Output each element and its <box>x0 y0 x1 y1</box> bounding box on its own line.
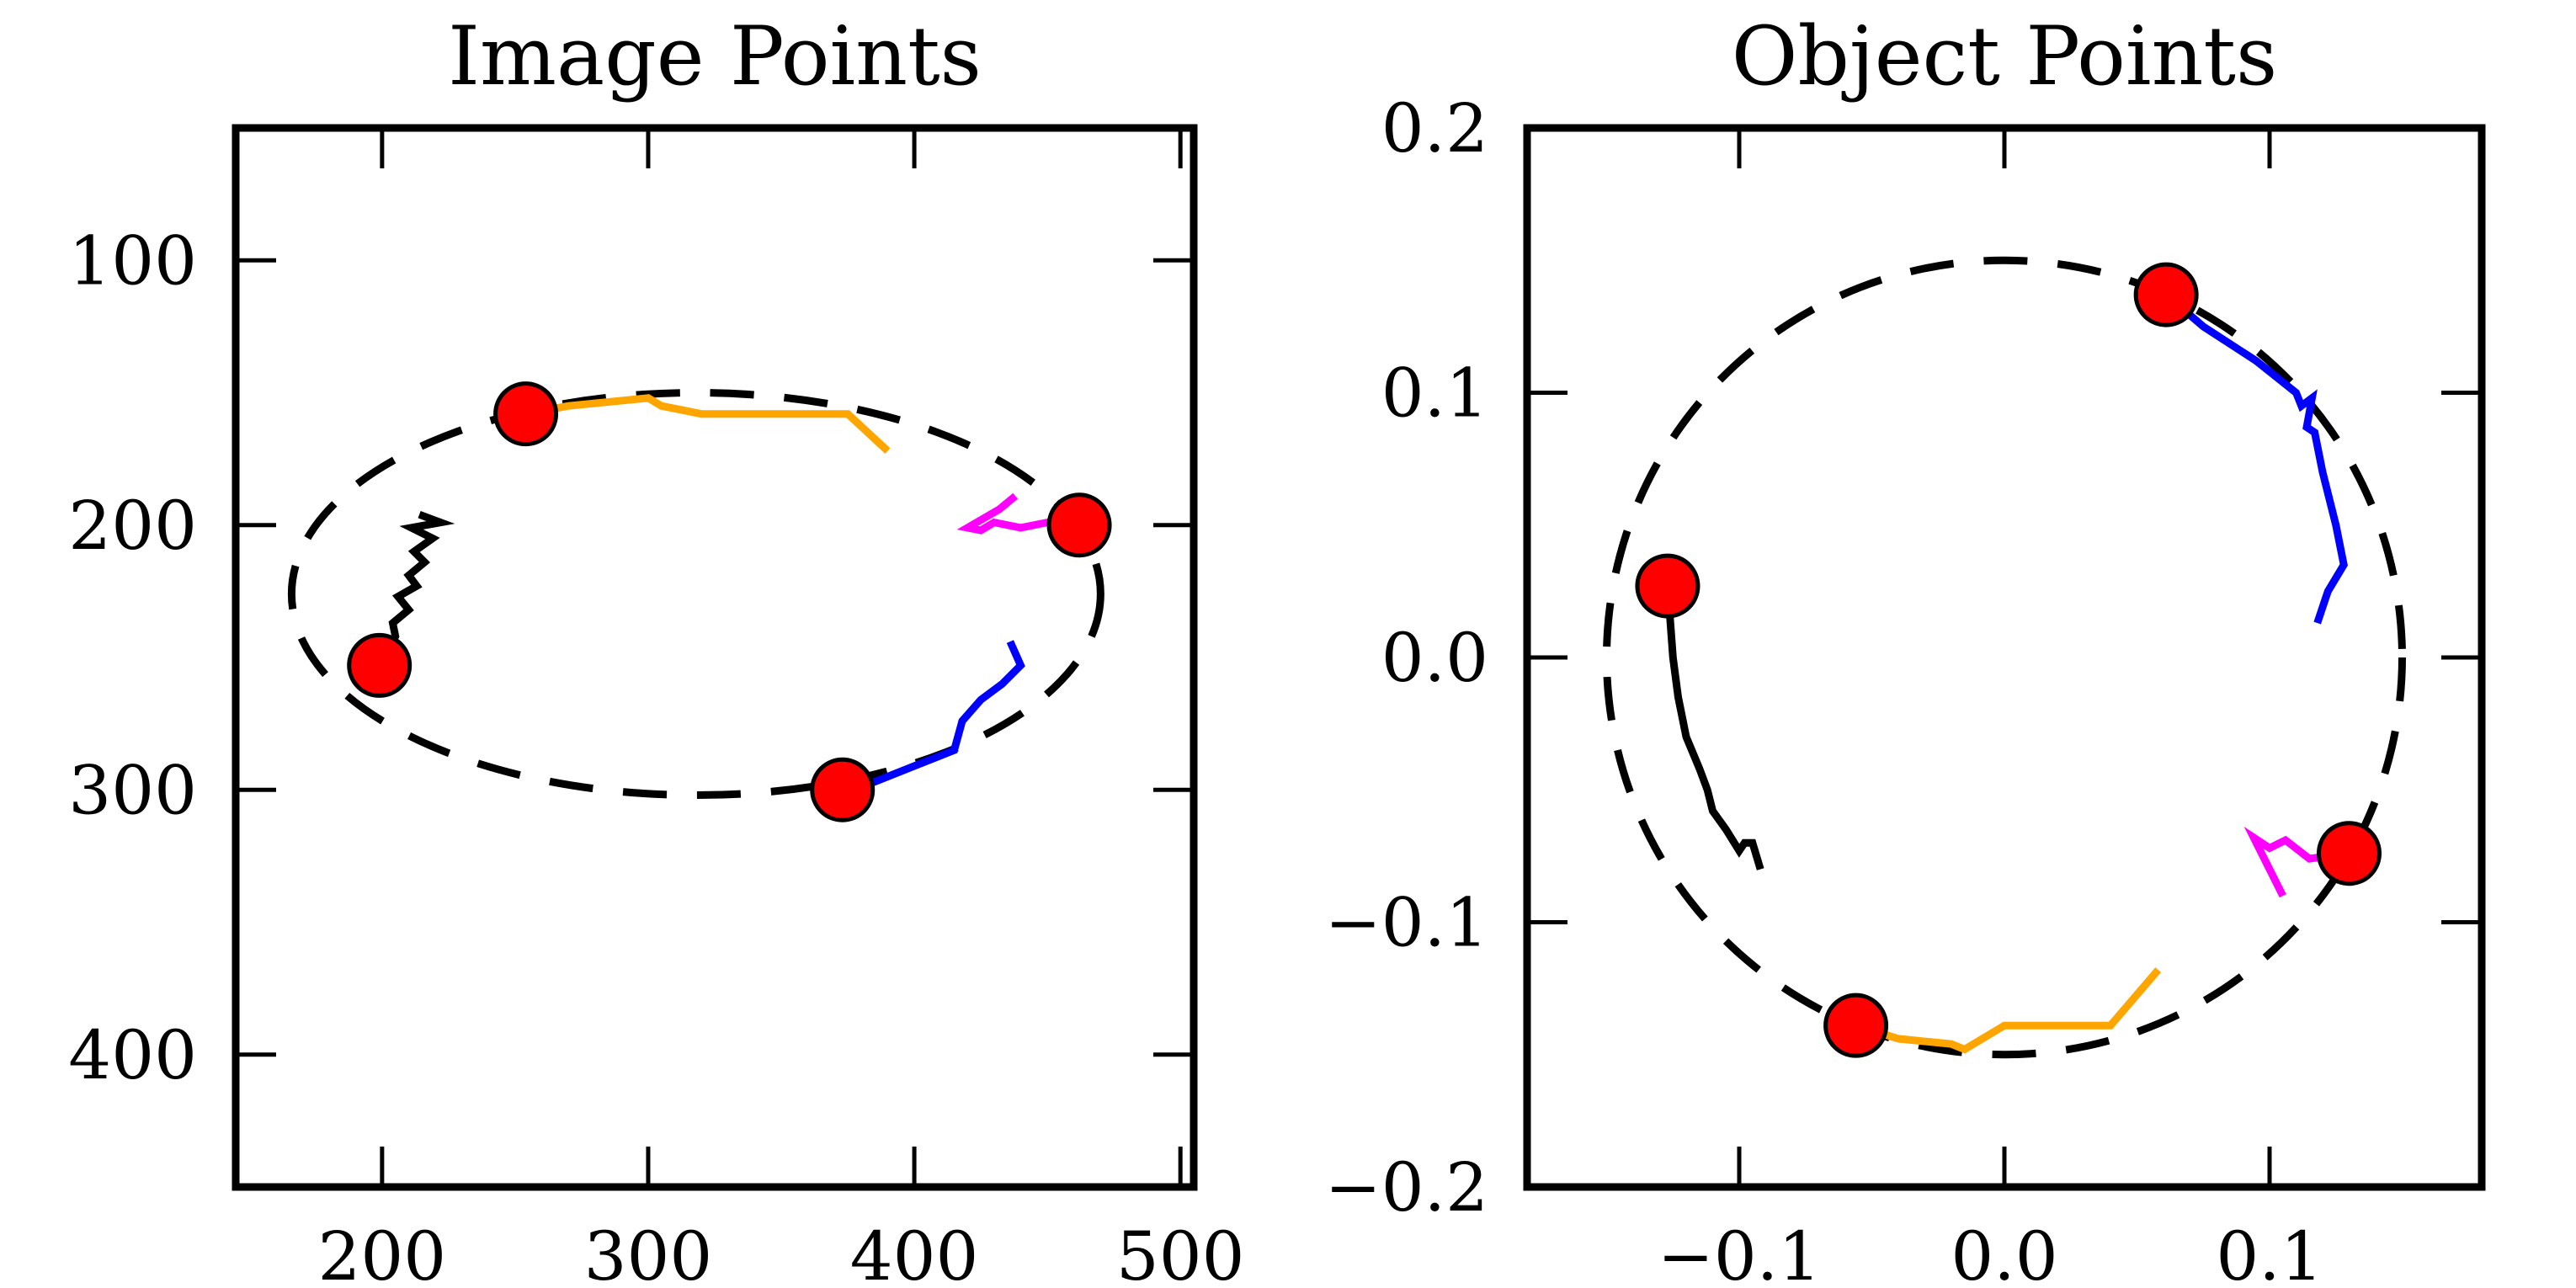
red-point-2 <box>2317 821 2382 886</box>
trajectory-line-3 <box>1855 967 2162 1054</box>
y-tick-label: 0.1 <box>1381 354 1488 433</box>
red-point-4 <box>1635 553 1700 619</box>
y-tick-label: 300 <box>68 751 197 829</box>
plot-frame <box>1523 124 2486 1191</box>
x-tick-label: 300 <box>584 1217 713 1288</box>
trajectory-line-4 <box>1663 585 1764 870</box>
plot-frame <box>232 124 1198 1191</box>
y-tick-label: −0.2 <box>1325 1148 1488 1227</box>
red-point-3 <box>810 757 876 822</box>
red-point-3 <box>1823 993 1889 1058</box>
trajectory-line-3 <box>841 640 1025 794</box>
x-tick-label: 0.1 <box>2216 1217 2323 1288</box>
y-tick-label: −0.1 <box>1325 884 1488 962</box>
trajectory-line-1 <box>524 394 891 454</box>
trajectory-line-2 <box>2243 826 2350 898</box>
object-points-panel: Object Points −0.1 0.0 0.1 −0.2 −0.1 0.0 0.1 0.2 <box>1325 9 2486 1288</box>
x-tick-label: 0.0 <box>1951 1217 2057 1288</box>
dashed-ellipse <box>287 389 1104 800</box>
y-tick-label: 0.2 <box>1381 89 1488 168</box>
red-point-4 <box>347 632 412 698</box>
x-tick-label: 200 <box>318 1217 447 1288</box>
red-point-2 <box>1046 492 1112 558</box>
trajectory-line-2 <box>956 492 1080 535</box>
image-points-panel: Image Points 200 300 400 500 100 200 300 400 <box>68 9 1244 1288</box>
chart-title: Image Points <box>448 9 982 104</box>
chart-title: Object Points <box>1732 9 2277 104</box>
trajectory-line-4 <box>375 510 455 668</box>
x-tick-label: −0.1 <box>1658 1217 1821 1288</box>
y-tick-label: 0.0 <box>1381 619 1488 697</box>
y-tick-label: 100 <box>68 221 197 300</box>
x-tick-label: 400 <box>850 1217 979 1288</box>
red-point-1 <box>2133 262 2199 327</box>
dashed-ellipse <box>1603 256 2406 1059</box>
x-tick-label: 500 <box>1116 1217 1245 1288</box>
y-tick-label: 200 <box>68 487 197 565</box>
trajectory-line-1 <box>2164 291 2348 625</box>
y-tick-label: 400 <box>68 1016 197 1094</box>
red-point-1 <box>493 381 559 447</box>
